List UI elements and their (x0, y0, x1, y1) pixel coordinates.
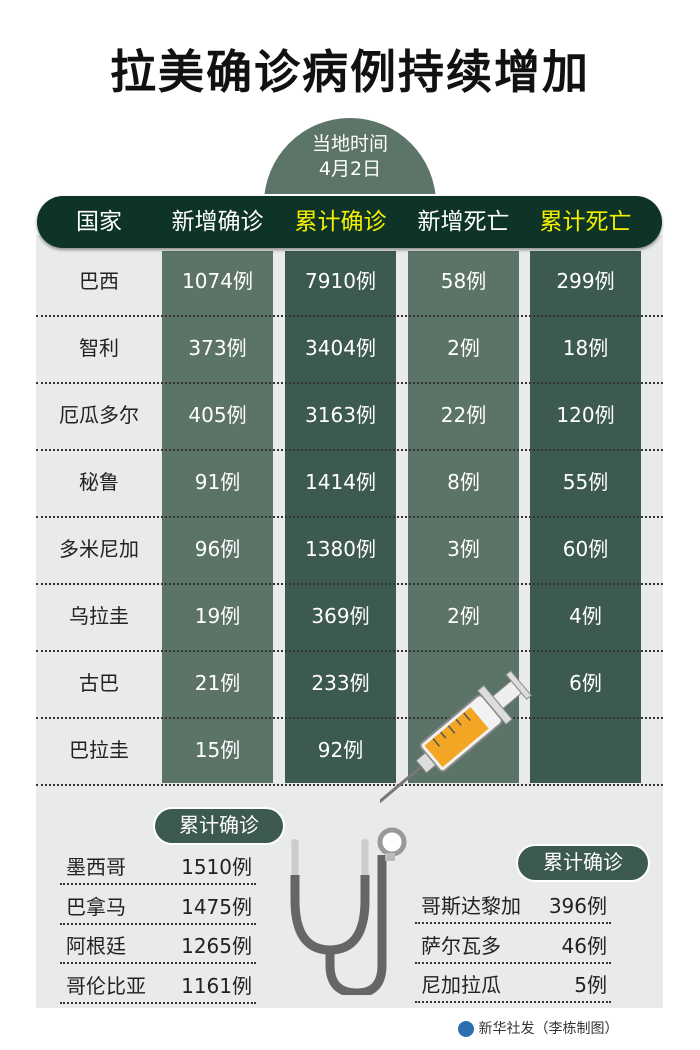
list-item: 尼加拉瓜 5例 (415, 963, 611, 1003)
cell-total-deaths: 299例 (556, 269, 615, 293)
list-value: 396例 (548, 894, 607, 918)
cell-total-cases: 233例 (311, 671, 370, 695)
cell-new-cases: 405例 (188, 403, 247, 427)
cell-country: 巴西 (79, 269, 119, 293)
cell-country: 智利 (79, 336, 119, 360)
cell-new-cases: 96例 (194, 537, 241, 561)
right-list-label: 累计确诊 (518, 846, 648, 880)
table-row: 厄瓜多尔 405例 3163例 22例 120例 (36, 384, 663, 451)
cell-new-cases: 373例 (188, 336, 247, 360)
list-country: 阿根廷 (66, 934, 126, 958)
cell-country: 厄瓜多尔 (59, 403, 139, 427)
list-country: 哥伦比亚 (66, 973, 146, 998)
table-row: 智利 373例 3404例 2例 18例 (36, 317, 663, 384)
cell-country: 古巴 (79, 671, 119, 695)
table-header: 国家 新增确诊 累计确诊 新增死亡 累计死亡 (37, 196, 662, 248)
cell-total-deaths: 4例 (569, 604, 602, 628)
list-item: 巴拿马 1475例 (60, 885, 256, 925)
list-country: 墨西哥 (66, 855, 126, 879)
table-row: 秘鲁 91例 1414例 8例 55例 (36, 451, 663, 518)
cell-total-cases: 92例 (317, 738, 364, 762)
header-new-cases: 新增确诊 (171, 209, 264, 235)
cell-total-cases: 7910例 (305, 269, 376, 293)
cell-total-cases: 3404例 (305, 336, 376, 360)
table-row: 乌拉圭 19例 369例 2例 4例 (36, 585, 663, 652)
table-row: 巴西 1074例 7910例 58例 299例 (36, 250, 663, 317)
cell-new-deaths: 58例 (440, 269, 487, 293)
list-country: 尼加拉瓜 (421, 973, 501, 997)
page-title: 拉美确诊病例持续增加 (110, 45, 590, 99)
cell-total-deaths: 18例 (562, 336, 609, 360)
cell-total-deaths: 6例 (569, 671, 602, 695)
credit: 新华社发（李栋制图） (458, 1018, 618, 1038)
header-total-cases: 累计确诊 (294, 209, 387, 235)
header-country: 国家 (76, 209, 122, 235)
stethoscope-icon (290, 827, 407, 995)
list-item: 阿根廷 1265例 (60, 924, 256, 964)
xinhua-logo-icon (458, 1021, 474, 1037)
cell-new-deaths: 22例 (440, 403, 487, 427)
credit-text: 新华社发（李栋制图） (478, 1021, 619, 1037)
cell-new-deaths: 2例 (447, 604, 480, 628)
syringe-icon (380, 670, 532, 809)
cell-new-deaths: 8例 (447, 470, 480, 494)
cell-total-deaths: 55例 (562, 470, 609, 494)
left-list-label: 累计确诊 (155, 809, 283, 843)
list-item: 哥斯达黎加 396例 (415, 884, 611, 924)
cell-new-deaths: 2例 (447, 336, 480, 360)
list-value: 1475例 (181, 894, 252, 919)
table-row: 巴拉圭 15例 92例 (36, 719, 663, 786)
cell-total-cases: 1380例 (305, 537, 376, 561)
cell-new-cases: 15例 (194, 738, 241, 762)
cell-new-deaths: 3例 (447, 537, 480, 561)
cell-new-cases: 1074例 (182, 269, 253, 293)
cell-total-deaths: 60例 (562, 537, 609, 561)
list-item: 萨尔瓦多 46例 (415, 924, 611, 964)
cell-total-cases: 1414例 (305, 470, 376, 494)
cell-country: 巴拉圭 (69, 738, 129, 762)
date-badge-line1: 当地时间 (311, 133, 388, 155)
cell-country: 乌拉圭 (69, 604, 129, 628)
cell-total-deaths: 120例 (556, 403, 615, 427)
header-new-deaths: 新增死亡 (417, 209, 510, 235)
list-value: 46例 (561, 933, 607, 958)
table-row: 古巴 21例 233例 6例 (36, 652, 663, 719)
header-total-deaths: 累计死亡 (539, 209, 632, 235)
list-country: 哥斯达黎加 (421, 894, 521, 918)
cell-country: 多米尼加 (59, 537, 139, 561)
list-item: 墨西哥 1510例 (60, 845, 256, 885)
list-country: 萨尔瓦多 (421, 933, 501, 958)
date-badge: 当地时间 4月2日 (264, 132, 436, 182)
list-country: 巴拿马 (66, 894, 126, 919)
cell-total-cases: 369例 (311, 604, 370, 628)
table-row: 多米尼加 96例 1380例 3例 60例 (36, 518, 663, 585)
cell-new-cases: 19例 (194, 604, 241, 628)
list-value: 5例 (574, 973, 607, 997)
cell-country: 秘鲁 (79, 470, 119, 494)
cell-new-cases: 21例 (194, 671, 241, 695)
cell-new-cases: 91例 (194, 470, 241, 494)
date-badge-line2: 4月2日 (318, 158, 382, 180)
list-value: 1510例 (181, 855, 252, 879)
list-value: 1265例 (181, 934, 252, 958)
list-item: 哥伦比亚 1161例 (60, 964, 256, 1004)
cell-total-cases: 3163例 (305, 403, 376, 427)
list-value: 1161例 (181, 973, 252, 998)
